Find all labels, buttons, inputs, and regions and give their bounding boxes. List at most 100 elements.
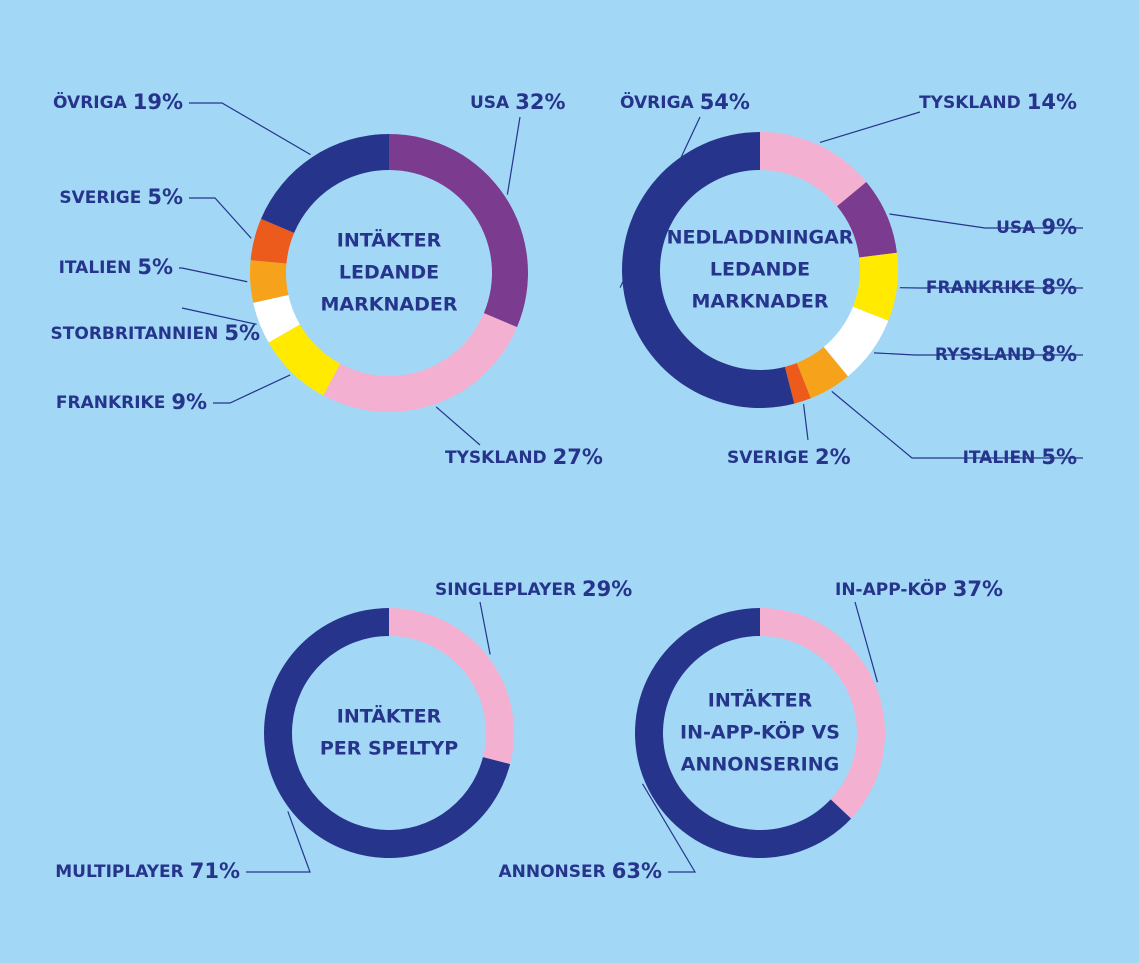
donut-segment bbox=[323, 313, 518, 412]
donut-segment bbox=[823, 306, 889, 377]
chart-title: NEDLADDNINGAR bbox=[667, 227, 854, 249]
leader-line bbox=[246, 811, 311, 873]
category-name: SVERIGE bbox=[727, 448, 809, 468]
leader-line bbox=[479, 601, 491, 655]
slice-label: ITALIEN 5% bbox=[963, 445, 1077, 469]
chart-title: MARKNADER bbox=[321, 294, 458, 316]
chart-title: MARKNADER bbox=[692, 291, 829, 313]
value-label: 29% bbox=[582, 577, 632, 601]
value-label: 19% bbox=[133, 90, 183, 114]
value-label: 5% bbox=[137, 255, 173, 279]
value-label: 71% bbox=[190, 859, 240, 883]
leader-line bbox=[802, 404, 809, 441]
donut-segment bbox=[250, 218, 295, 264]
slice-label: FRANKRIKE 9% bbox=[56, 390, 207, 414]
leader-line bbox=[506, 116, 521, 195]
category-name: SVERIGE bbox=[59, 188, 141, 208]
slice-label: USA 9% bbox=[996, 215, 1077, 239]
value-label: 5% bbox=[224, 321, 260, 345]
value-label: 9% bbox=[171, 390, 207, 414]
leader-line bbox=[189, 197, 252, 239]
value-label: 2% bbox=[815, 445, 851, 469]
category-name: ITALIEN bbox=[963, 448, 1036, 468]
category-name: USA bbox=[470, 93, 510, 113]
leader-line bbox=[435, 406, 481, 446]
slice-label: FRANKRIKE 8% bbox=[926, 275, 1077, 299]
chart-title: LEDANDE bbox=[710, 259, 810, 281]
value-label: 63% bbox=[612, 859, 662, 883]
chart-title: INTÄKTER bbox=[708, 688, 813, 712]
donut-segment bbox=[389, 134, 528, 328]
chart-title: INTÄKTER bbox=[337, 704, 442, 728]
donut-segment bbox=[760, 608, 885, 819]
slice-label: MULTIPLAYER 71% bbox=[55, 859, 240, 883]
category-name: ÖVRIGA bbox=[620, 91, 695, 113]
category-name: ÖVRIGA bbox=[53, 91, 128, 113]
slice-label: STORBRITANNIEN 5% bbox=[51, 321, 260, 345]
value-label: 8% bbox=[1041, 342, 1077, 366]
slice-label: ÖVRIGA 54% bbox=[620, 90, 750, 114]
donut-chart: SINGLEPLAYER 29% MULTIPLAYER 71% INTÄKTER PER… bbox=[55, 577, 632, 883]
category-name: SINGLEPLAYER bbox=[435, 580, 576, 600]
leader-line bbox=[181, 307, 257, 325]
value-label: 54% bbox=[700, 90, 750, 114]
category-name: IN-APP-KÖP bbox=[835, 578, 947, 600]
category-name: FRANKRIKE bbox=[926, 278, 1035, 298]
category-name: RYSSLAND bbox=[935, 345, 1036, 365]
leader-line bbox=[889, 213, 1083, 229]
category-name: ANNONSER bbox=[498, 862, 605, 882]
leader-line bbox=[179, 267, 248, 283]
category-name: TYSKLAND bbox=[445, 448, 547, 468]
chart-title: INTÄKTER bbox=[337, 228, 442, 252]
category-name: USA bbox=[996, 218, 1036, 238]
slice-label: IN-APP-KÖP 37% bbox=[835, 577, 1003, 601]
category-name: FRANKRIKE bbox=[56, 393, 165, 413]
donut-segment bbox=[852, 252, 898, 321]
slice-label: SVERIGE 5% bbox=[59, 185, 183, 209]
donut-segment bbox=[249, 260, 289, 303]
value-label: 14% bbox=[1027, 90, 1077, 114]
slice-label: USA 32% bbox=[470, 90, 565, 114]
chart-title: PER SPELTYP bbox=[320, 738, 458, 760]
category-name: MULTIPLAYER bbox=[55, 862, 184, 882]
leader-line bbox=[189, 102, 311, 156]
donut-segment bbox=[260, 134, 389, 233]
category-name: ITALIEN bbox=[59, 258, 132, 278]
category-name: TYSKLAND bbox=[919, 93, 1021, 113]
leader-line bbox=[819, 111, 921, 143]
slice-label: SINGLEPLAYER 29% bbox=[435, 577, 632, 601]
slice-label: SVERIGE 2% bbox=[727, 445, 851, 469]
donut-segment bbox=[268, 324, 341, 396]
donut-segment bbox=[796, 347, 848, 399]
value-label: 5% bbox=[1041, 445, 1077, 469]
slice-label: TYSKLAND 27% bbox=[445, 445, 603, 469]
value-label: 5% bbox=[147, 185, 183, 209]
leader-line bbox=[854, 601, 879, 683]
donut-segment bbox=[837, 182, 897, 258]
value-label: 37% bbox=[953, 577, 1003, 601]
value-label: 9% bbox=[1041, 215, 1077, 239]
slice-label: ITALIEN 5% bbox=[59, 255, 173, 279]
donut-chart: IN-APP-KÖP 37% ANNONSER 63% INTÄKTER IN-APP-K… bbox=[498, 577, 1003, 883]
leader-line bbox=[619, 116, 701, 288]
leader-line bbox=[213, 374, 291, 404]
donut-segment bbox=[253, 295, 300, 343]
slice-label: ANNONSER 63% bbox=[498, 859, 662, 883]
chart-title: ANNONSERING bbox=[681, 754, 839, 776]
leader-line bbox=[874, 352, 1083, 356]
value-label: 32% bbox=[515, 90, 565, 114]
donut-segment bbox=[389, 608, 515, 765]
slice-label: ÖVRIGA 19% bbox=[53, 90, 183, 114]
donut-chart: TYSKLAND 14%USA 9%FRANKRIKE 8%RYSSLAND 8%ITA… bbox=[619, 90, 1083, 469]
chart-title: IN-APP-KÖP VS bbox=[680, 720, 840, 744]
slice-label: RYSSLAND 8% bbox=[935, 342, 1077, 366]
donut-segment bbox=[760, 132, 867, 207]
leader-line bbox=[642, 783, 697, 873]
donut-segment bbox=[622, 132, 795, 408]
category-name: STORBRITANNIEN bbox=[51, 324, 219, 344]
donut-segment bbox=[635, 608, 852, 858]
slice-label: TYSKLAND 14% bbox=[919, 90, 1077, 114]
donut-segment bbox=[784, 362, 811, 404]
value-label: 27% bbox=[553, 445, 603, 469]
